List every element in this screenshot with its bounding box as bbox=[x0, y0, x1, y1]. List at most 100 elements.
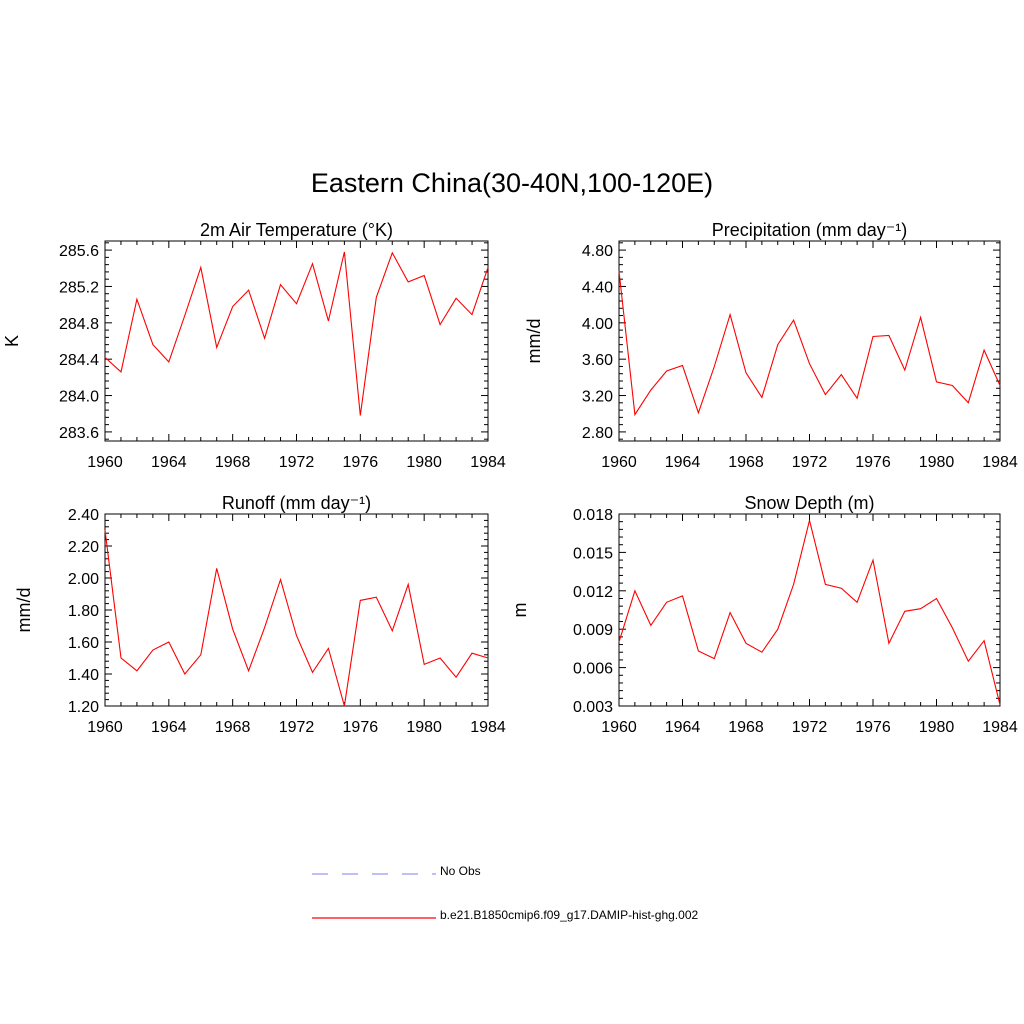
data-point-snow-depth bbox=[761, 651, 763, 653]
x-tick-label-runoff: 1968 bbox=[215, 719, 251, 736]
data-point-snow-depth bbox=[682, 595, 684, 597]
data-point-runoff bbox=[312, 672, 314, 674]
data-point-air-temperature bbox=[280, 284, 282, 286]
data-point-precipitation bbox=[840, 374, 842, 376]
y-tick-label-precipitation: 3.60 bbox=[582, 352, 613, 369]
panel-air-temperature: 2m Air Temperature (°K) K 1960 1964 1968 1972… bbox=[2, 220, 506, 471]
data-point-snow-depth bbox=[967, 660, 969, 662]
data-point-snow-depth bbox=[777, 628, 779, 630]
y-tick-label-air-temperature: 285.2 bbox=[59, 279, 99, 296]
data-point-runoff bbox=[407, 584, 409, 586]
legend-swatch-no-obs bbox=[312, 873, 436, 875]
x-tick-label-snow-depth: 1980 bbox=[919, 719, 955, 736]
data-point-precipitation bbox=[650, 389, 652, 391]
y-tick-label-air-temperature: 285.6 bbox=[59, 243, 99, 260]
data-point-runoff bbox=[152, 649, 154, 651]
data-point-precipitation bbox=[698, 412, 700, 414]
panel-title-precipitation: Precipitation (mm day⁻¹) bbox=[712, 220, 908, 240]
y-tick-label-precipitation: 4.80 bbox=[582, 243, 613, 260]
x-tick-label-runoff: 1960 bbox=[87, 719, 123, 736]
y-tick-label-runoff: 1.60 bbox=[68, 635, 99, 652]
y-tick-label-snow-depth: 0.003 bbox=[573, 699, 613, 716]
data-point-runoff bbox=[439, 657, 441, 659]
data-point-precipitation bbox=[809, 363, 811, 365]
data-point-snow-depth bbox=[872, 559, 874, 561]
legend-label-model-run: b.e21.B1850cmip6.f09_g17.DAMIP-hist-ghg.… bbox=[440, 908, 699, 922]
data-point-precipitation bbox=[936, 381, 938, 383]
data-point-snow-depth bbox=[999, 704, 1001, 706]
data-point-air-temperature bbox=[375, 297, 377, 299]
y-tick-label-runoff: 2.40 bbox=[68, 507, 99, 524]
panel-title-snow-depth: Snow Depth (m) bbox=[744, 493, 874, 513]
data-point-snow-depth bbox=[920, 608, 922, 610]
data-point-air-temperature bbox=[184, 315, 186, 317]
data-point-runoff bbox=[232, 628, 234, 630]
y-tick-label-snow-depth: 0.018 bbox=[573, 507, 613, 524]
data-point-precipitation bbox=[872, 336, 874, 338]
series-line-snow-depth bbox=[618, 520, 1001, 705]
x-tick-label-precipitation: 1980 bbox=[919, 454, 955, 471]
data-point-snow-depth bbox=[888, 642, 890, 644]
data-point-runoff bbox=[280, 579, 282, 581]
data-point-runoff bbox=[487, 657, 489, 659]
data-point-runoff bbox=[264, 627, 266, 629]
data-point-snow-depth bbox=[729, 612, 731, 614]
plot-frame-precipitation bbox=[618, 240, 1001, 442]
legend-swatch-model-run bbox=[312, 917, 436, 919]
y-tick-label-snow-depth: 0.012 bbox=[573, 584, 613, 601]
data-point-precipitation bbox=[761, 397, 763, 399]
x-tick-label-snow-depth: 1960 bbox=[601, 719, 637, 736]
data-point-precipitation bbox=[888, 335, 890, 337]
x-tick-label-precipitation: 1968 bbox=[728, 454, 764, 471]
plot-frame-air-temperature bbox=[104, 240, 489, 442]
data-point-precipitation bbox=[634, 414, 636, 416]
y-axis-label-air-temperature: K bbox=[2, 335, 22, 347]
panel-runoff: Runoff (mm day⁻¹) mm/d 1960 1964 1968 1972 197… bbox=[14, 493, 506, 736]
x-tick-label-air-temperature: 1976 bbox=[343, 454, 379, 471]
y-axis-label-runoff: mm/d bbox=[14, 588, 34, 633]
data-point-air-temperature bbox=[360, 415, 362, 417]
data-point-air-temperature bbox=[471, 314, 473, 316]
y-axis-label-precipitation: mm/d bbox=[524, 319, 544, 364]
y-tick-label-air-temperature: 284.4 bbox=[59, 352, 99, 369]
data-point-precipitation bbox=[904, 369, 906, 371]
data-point-air-temperature bbox=[232, 306, 234, 308]
x-tick-label-air-temperature: 1984 bbox=[470, 454, 506, 471]
panel-title-air-temperature: 2m Air Temperature (°K) bbox=[200, 220, 393, 240]
x-tick-label-air-temperature: 1980 bbox=[406, 454, 442, 471]
data-point-snow-depth bbox=[745, 642, 747, 644]
data-point-air-temperature bbox=[407, 281, 409, 283]
y-tick-label-runoff: 1.20 bbox=[68, 699, 99, 716]
data-point-precipitation bbox=[856, 397, 858, 399]
data-point-snow-depth bbox=[983, 640, 985, 642]
data-point-air-temperature bbox=[248, 289, 250, 291]
data-point-runoff bbox=[391, 630, 393, 632]
data-point-precipitation bbox=[952, 385, 954, 387]
x-tick-label-air-temperature: 1972 bbox=[279, 454, 315, 471]
data-point-air-temperature bbox=[120, 371, 122, 373]
data-point-snow-depth bbox=[618, 641, 620, 643]
x-tick-label-precipitation: 1972 bbox=[792, 454, 828, 471]
x-tick-label-snow-depth: 1964 bbox=[665, 719, 701, 736]
data-point-runoff bbox=[168, 641, 170, 643]
panel-precipitation: Precipitation (mm day⁻¹) mm/d 1960 1964 1968… bbox=[524, 220, 1018, 471]
data-point-runoff bbox=[360, 600, 362, 602]
data-point-runoff bbox=[184, 673, 186, 675]
data-point-precipitation bbox=[777, 344, 779, 346]
panel-title-runoff: Runoff (mm day⁻¹) bbox=[222, 493, 371, 513]
data-point-snow-depth bbox=[666, 602, 668, 604]
data-point-runoff bbox=[120, 657, 122, 659]
y-tick-label-snow-depth: 0.009 bbox=[573, 622, 613, 639]
data-point-precipitation bbox=[729, 314, 731, 316]
data-point-runoff bbox=[248, 670, 250, 672]
data-point-snow-depth bbox=[809, 520, 811, 522]
x-tick-label-runoff: 1972 bbox=[279, 719, 315, 736]
data-point-air-temperature bbox=[439, 324, 441, 326]
data-point-snow-depth bbox=[793, 584, 795, 586]
y-tick-label-runoff: 2.20 bbox=[68, 539, 99, 556]
data-point-snow-depth bbox=[904, 610, 906, 612]
x-tick-label-air-temperature: 1960 bbox=[87, 454, 123, 471]
data-point-runoff bbox=[344, 705, 346, 707]
y-tick-label-air-temperature: 283.6 bbox=[59, 425, 99, 442]
